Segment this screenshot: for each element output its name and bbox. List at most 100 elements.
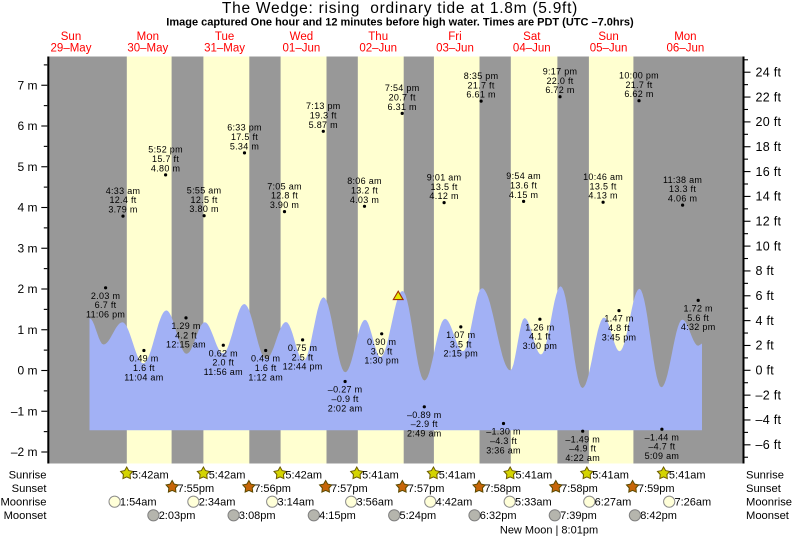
svg-text:Sun: Sun — [61, 31, 81, 43]
svg-text:4.2 ft: 4.2 ft — [175, 330, 197, 340]
svg-text:5:42am: 5:42am — [285, 469, 322, 481]
svg-text:2.03 m: 2.03 m — [91, 291, 120, 301]
svg-text:1:12 am: 1:12 am — [248, 372, 283, 382]
svg-text:5.6 ft: 5.6 ft — [687, 313, 709, 323]
svg-text:2:03pm: 2:03pm — [159, 510, 196, 522]
svg-text:9:54 am: 9:54 am — [506, 171, 541, 181]
svg-text:1:30 pm: 1:30 pm — [364, 356, 399, 366]
svg-text:13.3 ft: 13.3 ft — [669, 184, 696, 194]
svg-text:20 ft: 20 ft — [756, 115, 782, 129]
svg-text:0 ft: 0 ft — [756, 364, 775, 378]
svg-text:6.72 m: 6.72 m — [545, 85, 574, 95]
svg-text:–0.27 m: –0.27 m — [328, 385, 363, 395]
svg-text:New Moon | 8:01pm: New Moon | 8:01pm — [500, 525, 598, 537]
svg-text:Moonrise: Moonrise — [746, 496, 792, 508]
svg-text:0.49 m: 0.49 m — [129, 354, 158, 364]
svg-text:6.61 m: 6.61 m — [466, 90, 495, 100]
svg-text:0.75 m: 0.75 m — [288, 343, 317, 353]
svg-text:14 ft: 14 ft — [756, 190, 782, 204]
svg-text:4 ft: 4 ft — [756, 314, 775, 328]
svg-text:–1 m: –1 m — [11, 404, 38, 418]
svg-text:6.7 ft: 6.7 ft — [95, 300, 117, 310]
svg-text:7:05 am: 7:05 am — [267, 181, 302, 191]
svg-text:Moonrise: Moonrise — [0, 496, 46, 508]
svg-text:4:42am: 4:42am — [436, 496, 473, 508]
svg-text:7:57pm: 7:57pm — [408, 483, 445, 495]
svg-text:5:41am: 5:41am — [439, 469, 476, 481]
svg-text:Sat: Sat — [523, 31, 541, 43]
svg-text:8:35 pm: 8:35 pm — [464, 71, 499, 81]
svg-text:12.8 ft: 12.8 ft — [271, 191, 298, 201]
svg-text:Sunset: Sunset — [12, 483, 48, 495]
svg-text:2.5 ft: 2.5 ft — [292, 352, 314, 362]
svg-text:9:01 am: 9:01 am — [427, 172, 462, 182]
svg-text:7:26am: 7:26am — [675, 496, 712, 508]
svg-text:16 ft: 16 ft — [756, 165, 782, 179]
svg-text:5:09 am: 5:09 am — [645, 451, 680, 461]
svg-text:15.7 ft: 15.7 ft — [152, 154, 179, 164]
svg-text:11:38 am: 11:38 am — [663, 175, 702, 185]
svg-text:5:41am: 5:41am — [592, 469, 629, 481]
svg-text:1.47 m: 1.47 m — [604, 314, 633, 324]
svg-text:1.26 m: 1.26 m — [525, 322, 554, 332]
svg-text:5:41am: 5:41am — [362, 469, 399, 481]
svg-text:7:59pm: 7:59pm — [638, 483, 675, 495]
svg-text:31–May: 31–May — [204, 42, 245, 54]
svg-text:01–Jun: 01–Jun — [283, 42, 321, 54]
svg-text:8 ft: 8 ft — [756, 264, 775, 278]
svg-text:12.4 ft: 12.4 ft — [109, 195, 136, 205]
svg-text:5:41am: 5:41am — [669, 469, 706, 481]
svg-text:2 m: 2 m — [17, 282, 37, 296]
svg-text:0.62 m: 0.62 m — [209, 348, 238, 358]
svg-text:21.7 ft: 21.7 ft — [625, 80, 652, 90]
svg-text:13.6 ft: 13.6 ft — [510, 181, 537, 191]
svg-text:17.5 ft: 17.5 ft — [231, 132, 258, 142]
svg-text:0 m: 0 m — [17, 364, 37, 378]
svg-text:7:58pm: 7:58pm — [561, 483, 598, 495]
svg-text:22.0 ft: 22.0 ft — [546, 76, 573, 86]
svg-text:4.15 m: 4.15 m — [509, 190, 538, 200]
svg-text:19.3 ft: 19.3 ft — [310, 110, 337, 120]
svg-text:Tue: Tue — [215, 31, 234, 43]
svg-text:6:27am: 6:27am — [595, 496, 632, 508]
svg-text:Mon: Mon — [137, 31, 159, 43]
svg-text:4:32 pm: 4:32 pm — [681, 322, 716, 332]
svg-text:8:42pm: 8:42pm — [640, 510, 677, 522]
svg-text:–4.9 ft: –4.9 ft — [569, 444, 596, 454]
svg-text:20.7 ft: 20.7 ft — [389, 93, 416, 103]
svg-text:05–Jun: 05–Jun — [590, 42, 628, 54]
svg-text:4:15pm: 4:15pm — [319, 510, 356, 522]
svg-text:6 m: 6 m — [17, 119, 37, 133]
svg-text:3:36 am: 3:36 am — [486, 445, 521, 455]
svg-text:–2 ft: –2 ft — [756, 388, 782, 402]
svg-text:13.5 ft: 13.5 ft — [590, 181, 617, 191]
svg-text:–2.9 ft: –2.9 ft — [411, 419, 438, 429]
svg-text:3:00 pm: 3:00 pm — [523, 341, 558, 351]
svg-text:4.8 ft: 4.8 ft — [608, 323, 630, 333]
svg-text:2:15 pm: 2:15 pm — [443, 349, 478, 359]
svg-text:1.6 ft: 1.6 ft — [133, 363, 155, 373]
svg-text:3.5 ft: 3.5 ft — [450, 339, 472, 349]
svg-text:10 ft: 10 ft — [756, 239, 782, 253]
svg-text:4.13 m: 4.13 m — [588, 191, 617, 201]
svg-text:5 m: 5 m — [17, 160, 37, 174]
svg-text:10:00 pm: 10:00 pm — [619, 71, 659, 81]
svg-text:4:33 am: 4:33 am — [106, 186, 141, 196]
svg-text:11:06 pm: 11:06 pm — [86, 310, 125, 320]
svg-text:5:42am: 5:42am — [209, 469, 246, 481]
svg-text:1.72 m: 1.72 m — [684, 304, 713, 314]
svg-text:Sunrise: Sunrise — [9, 469, 47, 481]
svg-text:4.06 m: 4.06 m — [668, 194, 697, 204]
svg-text:5:24pm: 5:24pm — [400, 510, 437, 522]
svg-text:03–Jun: 03–Jun — [436, 42, 474, 54]
svg-text:1 m: 1 m — [17, 323, 37, 337]
svg-text:7:39pm: 7:39pm — [560, 510, 597, 522]
svg-text:11:56 am: 11:56 am — [204, 367, 243, 377]
svg-text:04–Jun: 04–Jun — [513, 42, 551, 54]
svg-text:Moonset: Moonset — [746, 510, 790, 522]
svg-text:02–Jun: 02–Jun — [359, 42, 397, 54]
svg-text:7 m: 7 m — [17, 79, 37, 93]
svg-text:9:17 pm: 9:17 pm — [543, 67, 578, 77]
svg-text:12 ft: 12 ft — [756, 215, 782, 229]
svg-text:1.29 m: 1.29 m — [171, 321, 200, 331]
